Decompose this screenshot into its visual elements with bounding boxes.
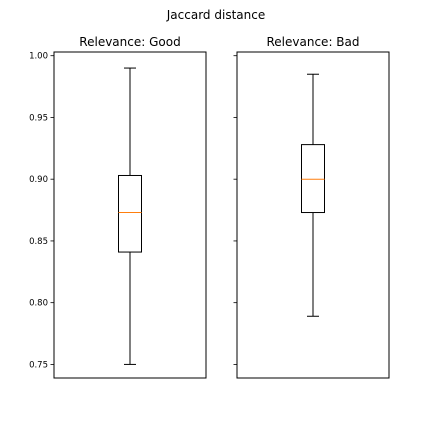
box-good: [118, 174, 142, 253]
box-bad: [301, 144, 325, 214]
y-tick-label: 0.75: [29, 360, 48, 370]
y-tick-label: 0.80: [29, 299, 48, 309]
y-tick-label: 0.90: [29, 175, 48, 185]
panel-bad: Relevance: Bad: [233, 35, 390, 379]
y-tick-label: 1.00: [29, 52, 48, 62]
y-tick-label: 0.95: [29, 113, 48, 123]
axes-frame-good: [53, 51, 207, 379]
panel-title-good: Relevance: Good: [79, 35, 180, 49]
y-axis-ticks-bad: [233, 55, 237, 365]
panel-title-bad: Relevance: Bad: [267, 35, 360, 49]
panel-good: Relevance: Good 0.75 0.80 0.85 0.90 0.95 1.00: [29, 35, 207, 379]
boxplot-bad: [301, 73, 325, 317]
y-axis-ticks-good: 0.75 0.80 0.85 0.90 0.95 1.00: [29, 52, 54, 370]
boxplot-good: [118, 67, 142, 365]
chart-title: Jaccard distance: [166, 8, 265, 22]
y-tick-label: 0.85: [29, 237, 48, 247]
axes-frame-bad: [236, 51, 390, 379]
